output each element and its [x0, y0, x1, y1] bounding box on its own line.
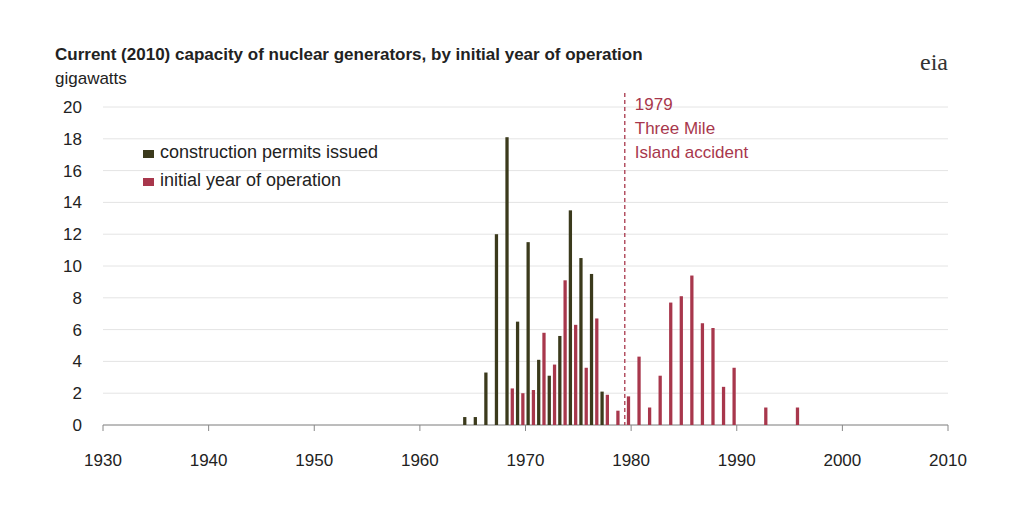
x-tick [948, 425, 949, 431]
bar [511, 388, 514, 425]
y-tick-label: 12 [63, 225, 82, 244]
x-tick [842, 425, 843, 431]
annotation-text: 1979 [635, 95, 673, 114]
x-tick-label: 1930 [84, 451, 122, 470]
y-tick-label: 14 [63, 193, 82, 212]
bar [711, 328, 714, 425]
y-tick-label: 6 [73, 321, 82, 340]
legend-label: initial year of operation [160, 170, 341, 190]
annotation-line [624, 93, 625, 425]
bar [732, 368, 735, 425]
y-tick-label: 20 [63, 98, 82, 117]
annotation-text: Three Mile [635, 119, 715, 138]
x-tick-label: 2000 [823, 451, 861, 470]
x-tick [419, 425, 420, 431]
grid-line [103, 266, 948, 267]
y-tick-label: 10 [63, 257, 82, 276]
bar [495, 234, 498, 425]
legend-swatch [143, 178, 154, 186]
bar [463, 417, 466, 425]
bar [585, 368, 588, 425]
bar [553, 365, 556, 425]
bar [590, 274, 593, 425]
bar [474, 417, 477, 425]
x-tick-label: 1950 [295, 451, 333, 470]
bar [659, 376, 662, 425]
x-tick [525, 425, 526, 431]
bar [558, 336, 561, 425]
bar [616, 411, 619, 425]
x-tick-label: 1960 [401, 451, 439, 470]
bar [764, 408, 767, 425]
grid-line [103, 297, 948, 298]
bar [637, 357, 640, 425]
x-tick [736, 425, 737, 431]
grid-line [103, 234, 948, 235]
bar [574, 325, 577, 425]
x-tick-label: 1980 [612, 451, 650, 470]
legend-label: construction permits issued [160, 142, 378, 162]
grid-line [103, 202, 948, 203]
bar [606, 395, 609, 425]
bar [680, 296, 683, 425]
y-tick-label: 16 [63, 162, 82, 181]
bar [484, 373, 487, 425]
x-tick [314, 425, 315, 431]
bar [542, 333, 545, 425]
bars [463, 137, 799, 425]
bar [505, 137, 508, 425]
bar [579, 258, 582, 425]
y-tick-label: 18 [63, 130, 82, 149]
bar [563, 280, 566, 425]
grid-line [103, 361, 948, 362]
y-label: gigawatts [55, 69, 127, 88]
x-tick [631, 425, 632, 431]
bar [722, 387, 725, 425]
title: Current (2010) capacity of nuclear gener… [55, 45, 643, 64]
bar [690, 276, 693, 425]
legend-swatch [143, 150, 154, 158]
bar [532, 390, 535, 425]
bar [548, 376, 551, 425]
bar [537, 360, 540, 425]
x-tick-label: 1940 [190, 451, 228, 470]
bar [516, 322, 519, 425]
x-tick-label: 2010 [929, 451, 967, 470]
x-tick-label: 1990 [718, 451, 756, 470]
grid-line [103, 329, 948, 330]
bar [527, 242, 530, 425]
grid-line [103, 107, 948, 108]
bar [701, 323, 704, 425]
x-tick [103, 425, 104, 431]
bar [627, 396, 630, 425]
y-tick-label: 4 [73, 352, 82, 371]
x-tick [208, 425, 209, 431]
bar [796, 408, 799, 425]
annotation-text: Island accident [635, 143, 749, 162]
y-tick-label: 8 [73, 289, 82, 308]
logo: eia [920, 49, 948, 75]
grid-line [103, 138, 948, 139]
grid-line [103, 393, 948, 394]
y-tick-label: 2 [73, 384, 82, 403]
bar [600, 392, 603, 425]
x-tick-label: 1970 [507, 451, 545, 470]
chart: Current (2010) capacity of nuclear gener… [0, 0, 1024, 512]
bar [521, 393, 524, 425]
bar [595, 318, 598, 425]
bar [648, 408, 651, 425]
bar [569, 210, 572, 425]
y-tick-label: 0 [73, 416, 82, 435]
bar [669, 303, 672, 425]
